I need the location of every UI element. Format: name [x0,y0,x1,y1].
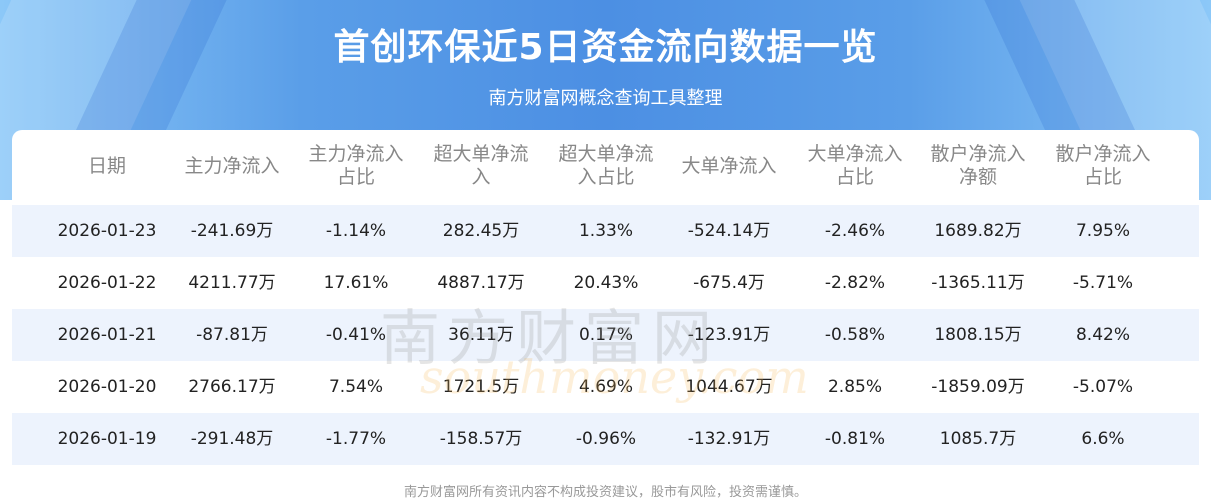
table-cell: 2026-01-23 [57,221,157,241]
table-cell: 1.33% [578,221,633,241]
table-cell: 2026-01-22 [57,273,157,293]
table-cell: -524.14万 [687,221,771,241]
table-cell: -158.57万 [439,429,523,449]
watermark-logo-en: southmoney.com [420,350,809,404]
table-cell: -0.41% [325,325,387,345]
page-title: 首创环保近5日资金流向数据一览 [333,27,878,68]
table-cell: 4.69% [578,377,633,397]
table-cell: -0.58% [824,325,886,345]
table-cell: -87.81万 [196,325,268,345]
column-header: 大单净流入 占比 [807,143,903,188]
table-cell: 282.45万 [442,221,520,241]
table-cell: 1721.5万 [442,377,520,397]
table-cell: 1808.15万 [934,325,1022,345]
disclaimer: 南方财富网所有资讯内容不构成投资建议，股市有风险，投资需谨慎。 [403,485,807,500]
table-cell: -5.71% [1072,273,1134,293]
table-cell: -0.96% [575,429,637,449]
table-cell: -2.46% [824,221,886,241]
table-cell: 2026-01-20 [57,377,157,397]
table-cell: 7.95% [1075,221,1130,241]
table-cell: -5.07% [1072,377,1134,397]
table-row: 2026-01-19 -291.48万 -1.77% -158.57万 -0.96% -1… [12,413,1199,465]
table-row: 2026-01-22 4211.77万 17.61% 4887.17万 20.43% -6… [12,257,1199,309]
table-cell: 4887.17万 [437,273,525,293]
table-cell: 20.43% [573,273,639,293]
watermark-logo: 南方财富网 [380,304,720,374]
column-header: 散户净流入 净额 [930,143,1026,188]
table-cell: 2026-01-19 [57,429,157,449]
table-row: 2026-01-20 2766.17万 7.54% 1721.5万 4.69% 1044.… [12,361,1199,413]
table-cell: -1.14% [325,221,387,241]
column-header: 主力净流入 [184,154,280,177]
column-header: 大单净流入 [681,154,777,177]
table-cell: 8.42% [1075,325,1130,345]
table-cell: 1085.7万 [939,429,1017,449]
table-cell: -1859.09万 [931,377,1025,397]
column-header: 主力净流入 占比 [308,143,404,188]
table-cell: -2.82% [824,273,886,293]
table-cell: -132.91万 [687,429,771,449]
table-cell: -291.48万 [190,429,274,449]
table-cell: -675.4万 [693,273,765,293]
column-header: 超大单净流 入 [433,143,529,188]
table-cell: 6.6% [1081,429,1125,449]
column-header: 散户净流入 占比 [1055,143,1151,188]
page-subtitle: 南方财富网概念查询工具整理 [488,88,723,109]
table-row: 2026-01-23 -241.69万 -1.14% 282.45万 1.33% -524… [12,205,1199,257]
table-cell: -241.69万 [190,221,274,241]
table-cell: 0.17% [578,325,633,345]
table-cell: -123.91万 [687,325,771,345]
table-cell: -0.81% [824,429,886,449]
table-cell: 36.11万 [448,325,514,345]
table-cell: -1365.11万 [931,273,1025,293]
table-cell: 2766.17万 [188,377,276,397]
table-cell: 4211.77万 [188,273,276,293]
column-header: 日期 [87,154,126,177]
table-cell: 17.61% [323,273,389,293]
table-row: 2026-01-21 -87.81万 -0.41% 36.11万 0.17% -123.9… [12,309,1199,361]
table-header: 日期 主力净流入 主力净流入 占比 超大单净流 入超大单净流 入占比 大单净流入 大单净流… [0,140,1211,200]
column-header: 超大单净流 入占比 [558,143,654,188]
table-cell: 2.85% [827,377,882,397]
table-cell: 1689.82万 [934,221,1022,241]
table-cell: 2026-01-21 [57,325,157,345]
table-cell: 1044.67万 [685,377,773,397]
table-cell: 7.54% [328,377,383,397]
table-cell: -1.77% [325,429,387,449]
